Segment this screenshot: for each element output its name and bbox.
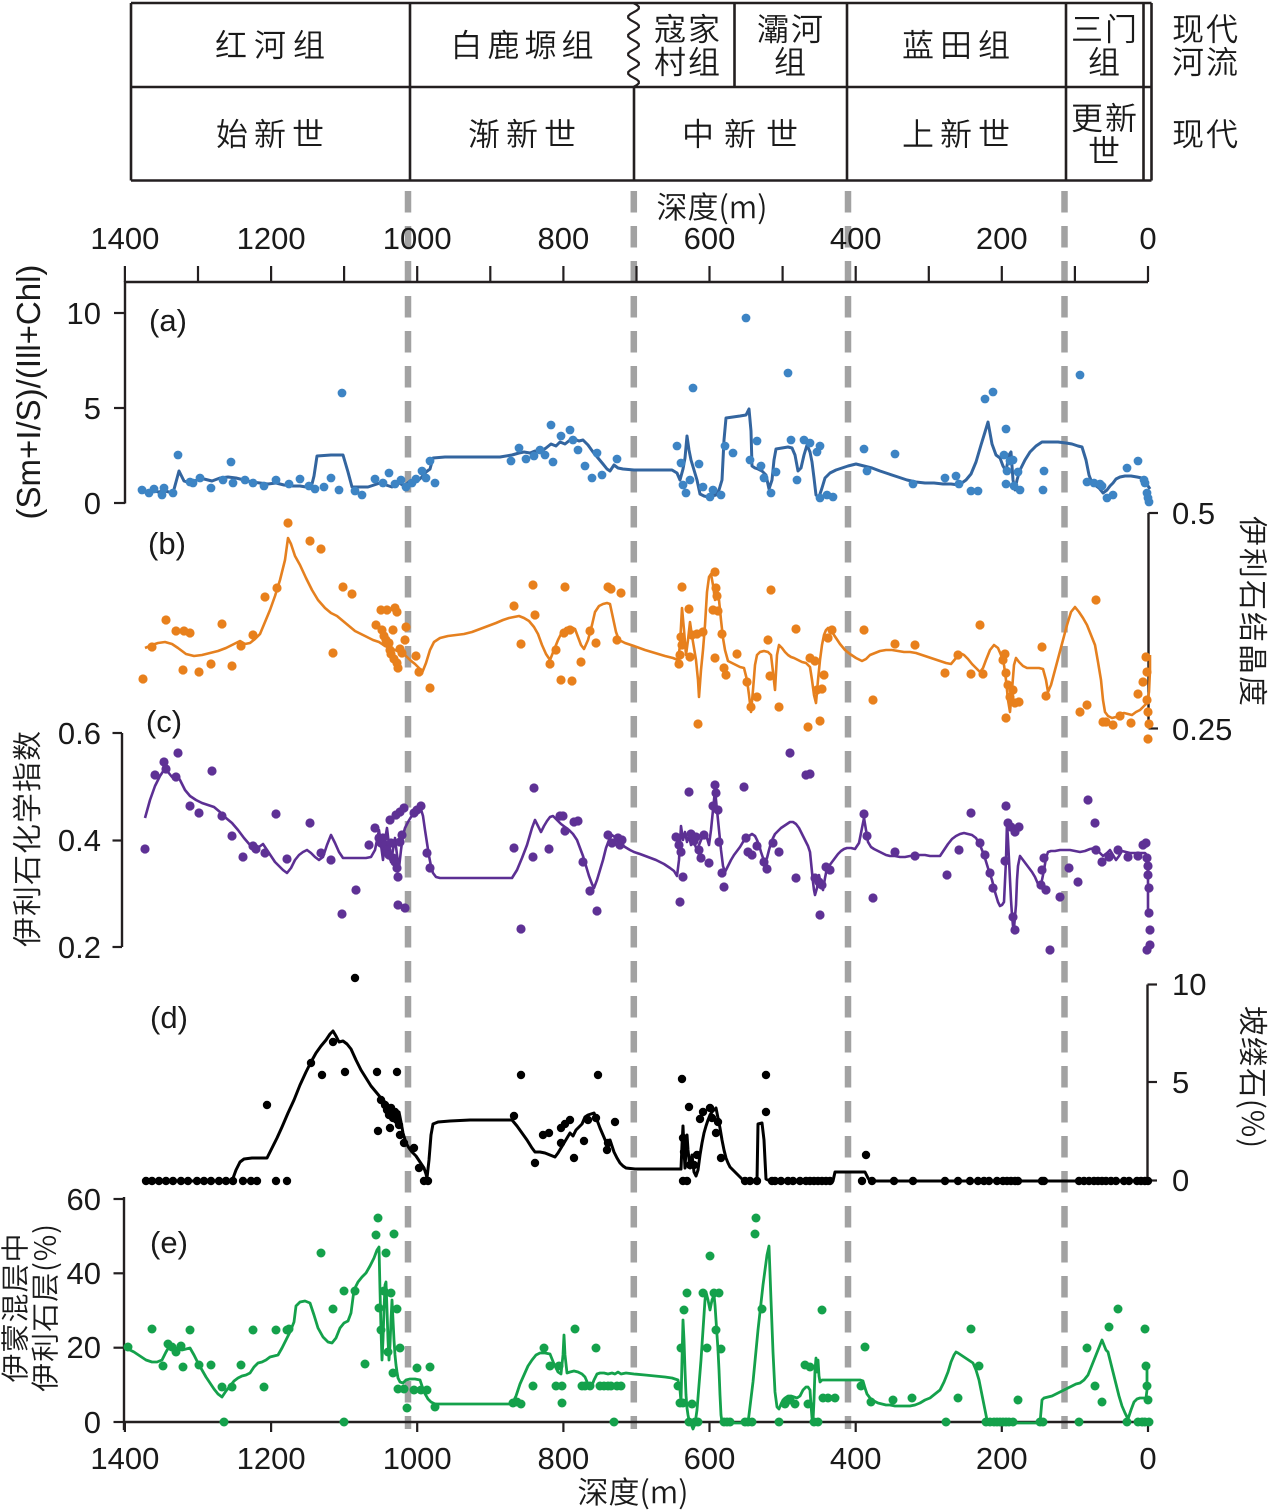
svg-text:60: 60: [67, 1182, 101, 1217]
svg-text:1400: 1400: [90, 1441, 159, 1476]
svg-text:1200: 1200: [237, 221, 306, 256]
svg-text:(e): (e): [150, 1225, 188, 1260]
svg-text:5: 5: [84, 391, 101, 426]
svg-text:1200: 1200: [237, 1441, 306, 1476]
svg-text:0: 0: [1172, 1163, 1189, 1198]
svg-text:400: 400: [830, 221, 882, 256]
svg-text:0.6: 0.6: [58, 716, 101, 751]
svg-text:40: 40: [67, 1256, 101, 1291]
svg-text:0.2: 0.2: [58, 930, 101, 965]
svg-text:20: 20: [67, 1330, 101, 1365]
svg-text:1000: 1000: [383, 221, 452, 256]
svg-text:(d): (d): [150, 1000, 188, 1035]
svg-text:800: 800: [538, 221, 590, 256]
svg-text:0: 0: [1139, 1441, 1156, 1476]
svg-text:600: 600: [684, 221, 736, 256]
svg-text:(Sm+I/S)/(Ill+Chl): (Sm+I/S)/(Ill+Chl): [10, 265, 47, 520]
svg-text:0: 0: [84, 486, 101, 521]
svg-text:200: 200: [976, 221, 1028, 256]
svg-text:(a): (a): [149, 303, 187, 338]
svg-text:0: 0: [1139, 221, 1156, 256]
svg-text:200: 200: [976, 1441, 1028, 1476]
svg-text:600: 600: [684, 1441, 736, 1476]
svg-text:0.25: 0.25: [1172, 712, 1232, 747]
svg-text:800: 800: [538, 1441, 590, 1476]
svg-text:0.5: 0.5: [1172, 496, 1215, 531]
svg-text:1400: 1400: [90, 221, 159, 256]
svg-text:5: 5: [1172, 1065, 1189, 1100]
svg-text:10: 10: [1172, 967, 1206, 1002]
svg-text:(c): (c): [146, 704, 182, 739]
svg-text:0: 0: [84, 1405, 101, 1440]
svg-text:10: 10: [67, 296, 101, 331]
svg-text:1000: 1000: [383, 1441, 452, 1476]
svg-text:(b): (b): [148, 526, 186, 561]
svg-text:0.4: 0.4: [58, 823, 101, 858]
svg-text:400: 400: [830, 1441, 882, 1476]
